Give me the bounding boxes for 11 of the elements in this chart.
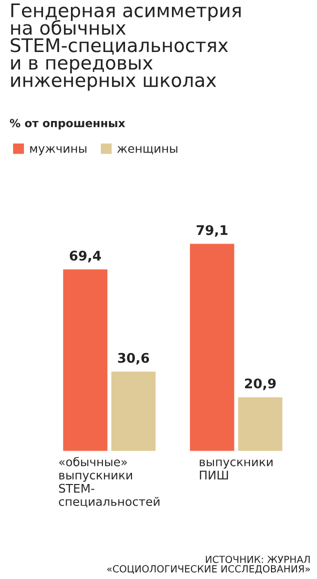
chart-subtitle: % от опрошенных xyxy=(10,118,126,130)
data-label: 20,9 xyxy=(245,378,276,390)
legend-label: мужчины xyxy=(30,146,86,156)
legend-label: женщины xyxy=(117,146,178,154)
x-tick-label: выпускники ПИШ xyxy=(200,460,272,480)
x-tick-label: «обычные» выпускники STEM- специальностей xyxy=(58,456,160,508)
data-label: 69,4 xyxy=(70,250,101,262)
data-label: 79,1 xyxy=(196,225,228,237)
text: ИСТОЧНИК: ЖУРНАЛ «СОЦИОЛОГИЧЕСКИЕ ИССЛЕДОВАНИЯ» xyxy=(107,556,310,574)
chart-title: Гендерная асимметрия на обычных STEM-специальностях и в передовых инженерных школах xyxy=(10,3,241,91)
data-label: 30,6 xyxy=(118,352,150,365)
